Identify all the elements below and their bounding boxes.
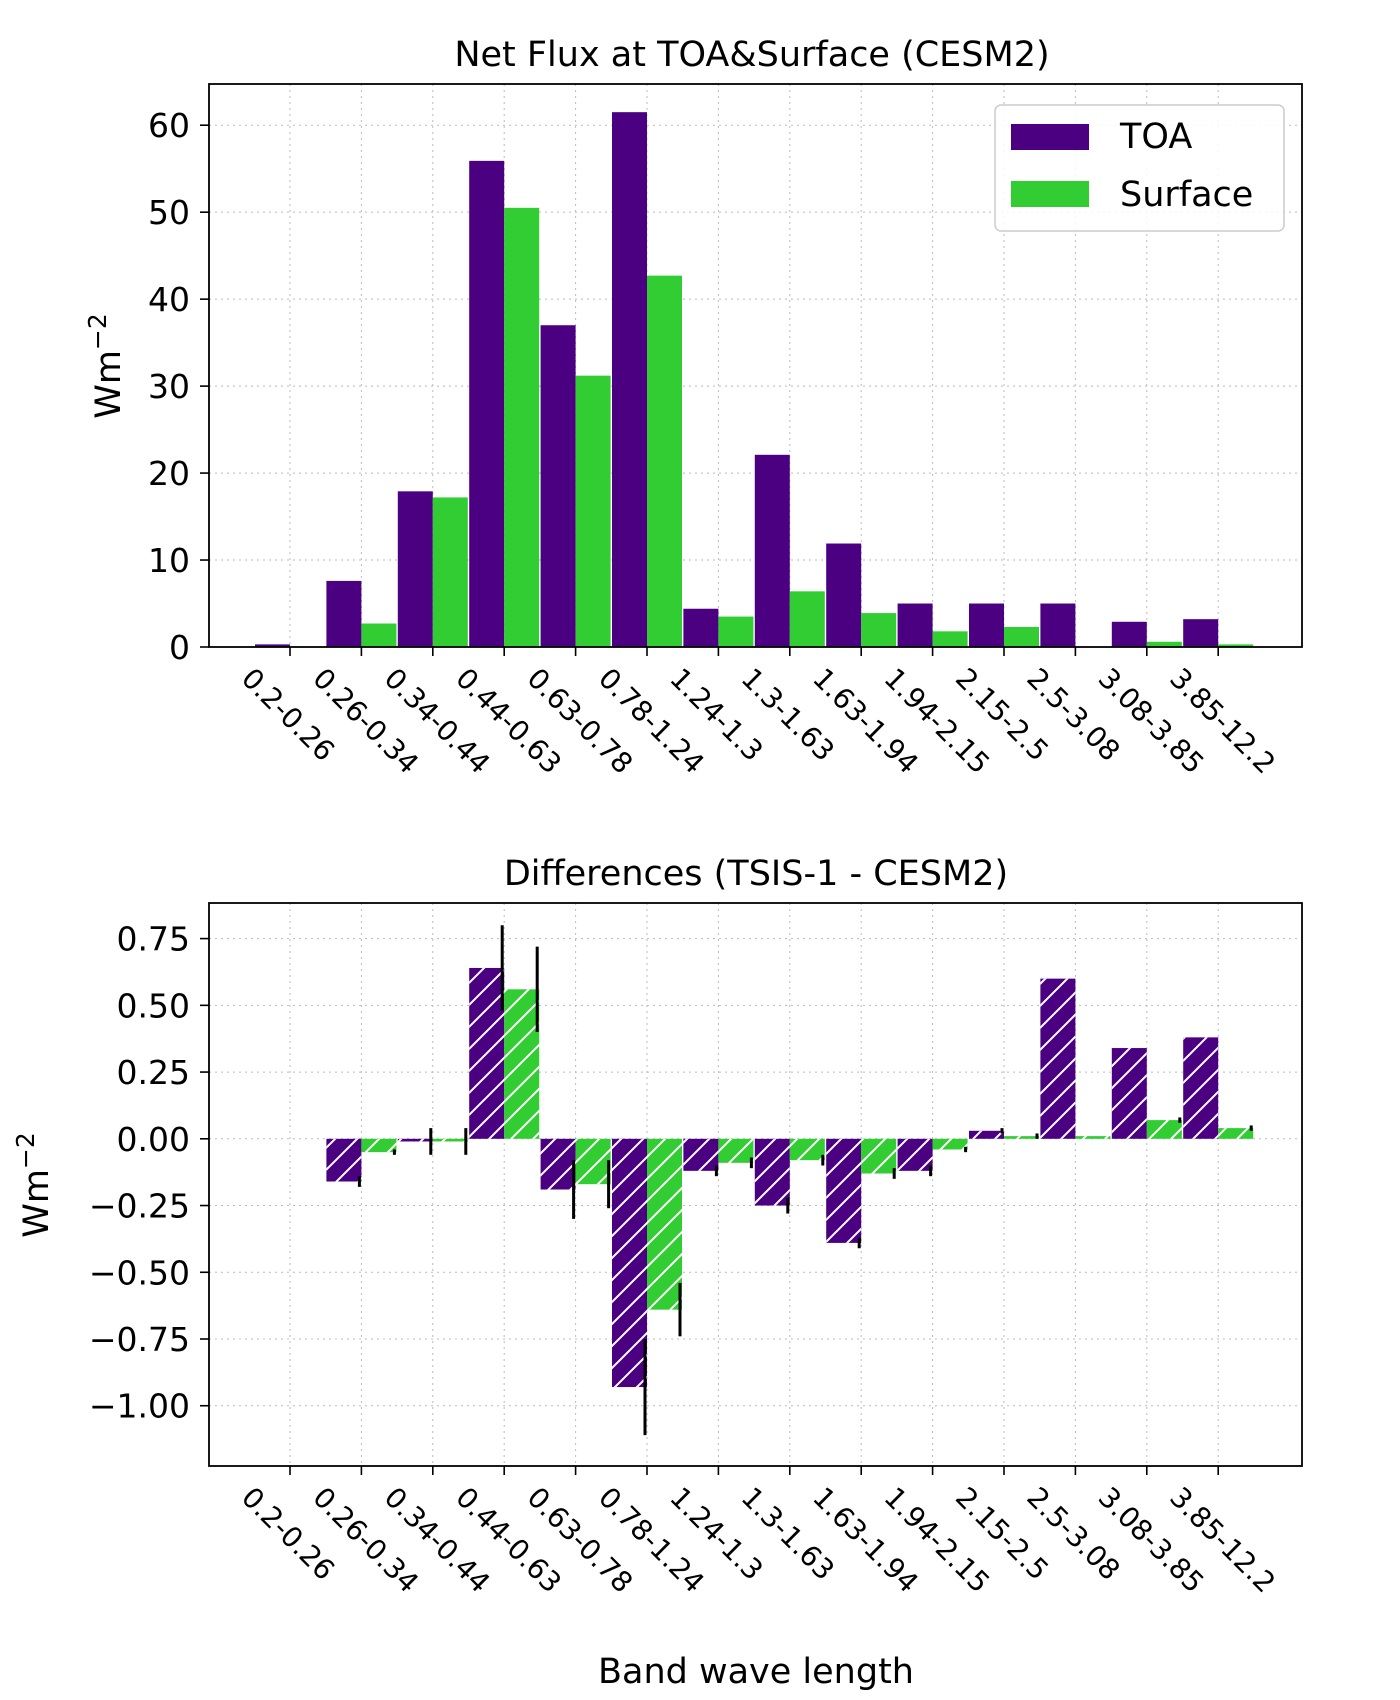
bottom-bar-toa-hatch — [326, 1138, 362, 1182]
bottom-bar-surface-hatch — [647, 1138, 682, 1310]
bottom-bar-surface-hatch — [361, 1138, 397, 1153]
top-bar-toa — [826, 543, 862, 647]
top-bar-surface — [361, 623, 397, 647]
top-bar-surface — [718, 616, 754, 647]
top-bar-toa — [969, 603, 1004, 647]
bottom-bar-surface-hatch — [932, 1138, 968, 1150]
top-y-ticks: 0 10 20 30 40 50 60 — [148, 106, 209, 667]
bottom-bar-surface-hatch — [1075, 1136, 1111, 1139]
bottom-bar-surface-hatch — [718, 1138, 754, 1163]
bottom-bar-toa-hatch — [683, 1138, 719, 1171]
top-bar-toa — [469, 160, 505, 647]
top-plot-frame — [208, 83, 1303, 648]
top-ytick-label: 60 — [148, 106, 190, 145]
bottom-bar-toa-hatch — [1183, 1037, 1219, 1139]
bottom-bar-surface-hatch — [432, 1138, 468, 1142]
bottom-bar-toa-hatch — [469, 967, 505, 1139]
top-bar-toa — [1040, 603, 1076, 647]
top-chart: Net Flux at TOA&Surface (CESM2) 0 10 20 30 4… — [83, 35, 1303, 780]
bottom-bar-toa-hatch — [754, 1138, 790, 1206]
bottom-bar-surface-hatch — [575, 1138, 611, 1185]
top-bar-surface — [1218, 644, 1254, 647]
top-bar-toa — [326, 580, 362, 647]
top-ytick-label: 10 — [148, 541, 190, 580]
legend-label-toa: TOA — [1119, 117, 1192, 157]
legend-label-surface: Surface — [1120, 175, 1253, 215]
bottom-x-axis-label: Band wave length — [598, 1652, 914, 1692]
bottom-bars — [326, 967, 1254, 1388]
top-bars — [255, 112, 1254, 647]
bottom-bar-surface-hatch — [504, 989, 540, 1139]
bottom-bar-surface-hatch — [1218, 1128, 1254, 1139]
top-bar-surface — [789, 591, 825, 647]
bottom-chart-title: Differences (TSIS-1 - CESM2) — [504, 854, 1008, 894]
bottom-bar-toa-hatch — [1040, 978, 1076, 1139]
top-bar-surface — [504, 207, 540, 647]
bottom-ytick-label: −0.50 — [89, 1253, 190, 1292]
top-ytick-label: 20 — [148, 454, 190, 493]
bottom-ytick-label: −1.00 — [89, 1387, 190, 1426]
top-bar-toa — [612, 112, 647, 647]
top-bar-toa — [540, 325, 576, 647]
bottom-ytick-label: 0.00 — [117, 1120, 190, 1159]
bottom-bar-surface-hatch — [1004, 1136, 1039, 1139]
bottom-bar-toa-hatch — [969, 1130, 1004, 1139]
bottom-chart: Differences (TSIS-1 - CESM2) −1.00−0.75−… — [11, 854, 1303, 1692]
top-bar-toa — [897, 603, 933, 647]
top-bar-surface — [1146, 641, 1182, 647]
legend-swatch-surface — [1011, 181, 1089, 207]
top-ytick-label: 50 — [148, 193, 190, 232]
bottom-ytick-label: 0.50 — [117, 986, 190, 1025]
bottom-y-axis-label: Wm−2 — [11, 1132, 57, 1238]
bottom-bar-toa-hatch — [897, 1138, 933, 1171]
top-bar-surface — [861, 613, 897, 647]
bottom-bar-surface-hatch — [861, 1138, 897, 1174]
bottom-error-bars — [357, 925, 1253, 1436]
top-ytick-label: 0 — [169, 628, 190, 667]
top-bar-toa — [754, 454, 790, 647]
bottom-bar-surface-hatch — [1146, 1120, 1182, 1139]
top-bar-toa — [397, 491, 433, 647]
top-chart-title: Net Flux at TOA&Surface (CESM2) — [454, 35, 1049, 75]
top-x-ticks: 0.2-0.260.26-0.340.34-0.440.44-0.630.63-… — [235, 647, 1282, 780]
top-bar-surface — [647, 275, 682, 647]
top-bar-surface — [432, 497, 468, 647]
top-y-axis-label: Wm−2 — [83, 313, 129, 419]
top-bar-toa — [255, 644, 290, 647]
top-bar-surface — [932, 631, 968, 647]
legend: TOA Surface — [994, 104, 1285, 232]
top-bar-toa — [1111, 621, 1147, 647]
bottom-ytick-label: −0.75 — [89, 1320, 190, 1359]
top-bar-surface — [575, 375, 611, 647]
top-bar-toa — [1183, 619, 1219, 647]
legend-swatch-toa — [1011, 124, 1089, 150]
bottom-x-ticks: 0.2-0.260.26-0.340.34-0.440.44-0.630.63-… — [235, 1466, 1282, 1599]
bottom-ytick-label: −0.25 — [89, 1187, 190, 1226]
top-bar-surface — [1004, 626, 1039, 647]
bottom-y-ticks: −1.00 −0.75 −0.50 −0.25 0.00 0.25 0.50 0.75 — [89, 920, 209, 1426]
bottom-bar-toa-hatch — [612, 1138, 647, 1388]
bottom-bar-toa-hatch — [540, 1138, 576, 1190]
bottom-bar-toa-hatch — [397, 1138, 433, 1142]
bottom-bar-surface-hatch — [789, 1138, 825, 1161]
bottom-bar-toa-hatch — [1111, 1048, 1147, 1139]
top-ytick-label: 30 — [148, 367, 190, 406]
bottom-ytick-label: 0.25 — [117, 1053, 190, 1092]
bottom-bar-toa-hatch — [826, 1138, 862, 1243]
top-ytick-label: 40 — [148, 280, 190, 319]
bottom-ytick-label: 0.75 — [117, 920, 190, 959]
top-bar-toa — [683, 608, 719, 647]
bottom-plot-frame — [208, 902, 1303, 1467]
